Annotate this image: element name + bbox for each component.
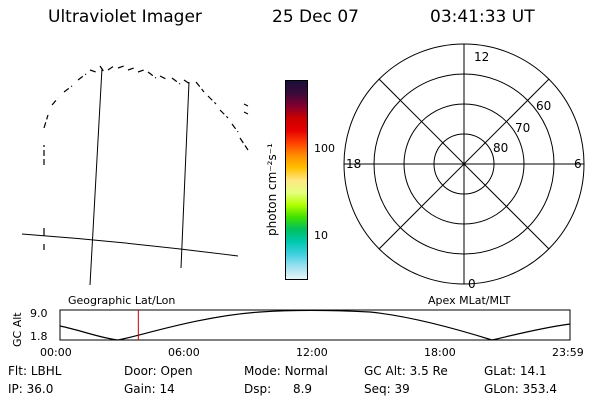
info-seq: Seq: 39 <box>364 382 410 396</box>
altitude-axis-label: GC Alt <box>11 312 24 347</box>
lat-label-60: 60 <box>536 99 551 113</box>
mlt-label-6: 6 <box>574 157 582 171</box>
mlt-label-18: 18 <box>346 157 361 171</box>
meridian-line <box>89 67 103 286</box>
colorbar-tick-100: 100 <box>314 142 335 155</box>
info-dsp: Dsp: 8.9 <box>244 382 313 396</box>
info-ip: IP: 36.0 <box>8 382 54 396</box>
time-tick-24: 23:59 <box>552 346 584 359</box>
lat-label-80: 80 <box>493 141 508 155</box>
colorbar <box>285 80 308 280</box>
colorbar-tick-10: 10 <box>314 229 328 242</box>
info-mode: Mode: Normal <box>244 364 328 378</box>
info-filter: Flt: LBHL <box>8 364 62 378</box>
info-glon: GLon: 353.4 <box>484 382 557 396</box>
mlt-label-12: 12 <box>474 50 489 64</box>
info-gc-alt: GC Alt: 3.5 Re <box>364 364 448 378</box>
polar-panel-label: Apex MLat/MLT <box>428 294 511 307</box>
alt-tick-1.8: 1.8 <box>30 330 48 343</box>
geo-limb-contour <box>43 65 249 165</box>
lat-label-70: 70 <box>515 121 530 135</box>
alt-tick-9: 9.0 <box>30 307 48 320</box>
info-door: Door: Open <box>124 364 193 378</box>
info-gain: Gain: 14 <box>124 382 175 396</box>
app-title: Ultraviolet Imager <box>48 7 202 27</box>
mlt-label-0: 0 <box>468 277 476 291</box>
altitude-curve <box>59 309 571 341</box>
time-tick-0: 00:00 <box>40 346 72 359</box>
geo-panel-label: Geographic Lat/Lon <box>68 294 176 307</box>
meridian-line <box>180 81 190 269</box>
parallel-line <box>21 233 239 257</box>
time-label: 03:41:33 UT <box>430 7 535 27</box>
date-label: 25 Dec 07 <box>272 7 359 27</box>
time-tick-6: 06:00 <box>168 346 200 359</box>
time-tick-18: 18:00 <box>424 346 456 359</box>
time-tick-12: 12:00 <box>296 346 328 359</box>
info-glat: GLat: 14.1 <box>484 364 547 378</box>
